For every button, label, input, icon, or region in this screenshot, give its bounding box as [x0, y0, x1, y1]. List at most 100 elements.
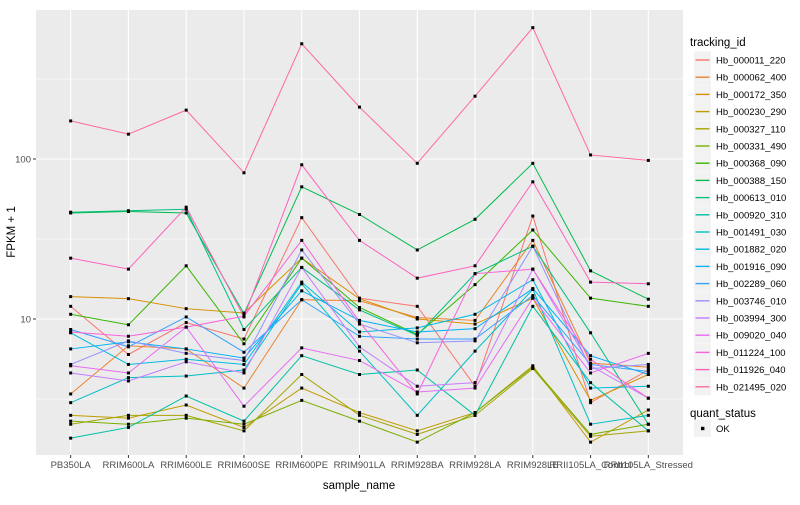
- data-point: [126, 323, 130, 327]
- data-point: [646, 158, 650, 162]
- data-point: [242, 386, 246, 390]
- data-point: [126, 425, 130, 429]
- x-axis-title: sample_name: [323, 480, 395, 492]
- data-point: [242, 371, 246, 375]
- data-point: [473, 411, 477, 415]
- data-point: [184, 413, 188, 417]
- data-point: [126, 267, 130, 271]
- data-point: [126, 362, 130, 366]
- data-point: [415, 248, 419, 252]
- legend-item-label: Hb_009020_040: [716, 331, 786, 342]
- data-point: [473, 384, 477, 388]
- data-point: [126, 345, 130, 349]
- data-point: [242, 425, 246, 429]
- data-point: [589, 296, 593, 300]
- data-point: [184, 351, 188, 355]
- data-point: [589, 153, 593, 157]
- data-point: [415, 432, 419, 436]
- data-point: [646, 351, 650, 355]
- data-point: [300, 238, 304, 242]
- data-point: [473, 318, 477, 322]
- data-point: [126, 334, 130, 338]
- legend-item-label: Hb_000613_010: [716, 193, 786, 204]
- data-point: [531, 296, 535, 300]
- legend-item-label: Hb_001882_020: [716, 245, 786, 256]
- data-point: [473, 339, 477, 343]
- data-point: [300, 256, 304, 260]
- data-point: [646, 422, 650, 426]
- data-point: [473, 381, 477, 385]
- data-point: [646, 396, 650, 400]
- data-point: [184, 205, 188, 209]
- data-point: [358, 308, 361, 312]
- data-point: [358, 345, 361, 349]
- legend-item-label: Hb_000368_090: [716, 159, 786, 170]
- data-point: [646, 282, 650, 286]
- data-point: [300, 216, 304, 220]
- data-point: [531, 238, 535, 242]
- data-point: [242, 404, 246, 408]
- data-point: [126, 209, 130, 213]
- data-point: [358, 297, 361, 301]
- data-point: [415, 326, 419, 330]
- data-point: [589, 381, 593, 385]
- data-point: [358, 334, 361, 338]
- data-point: [300, 185, 304, 189]
- data-point: [358, 349, 361, 353]
- data-point: [69, 312, 73, 316]
- data-point: [184, 416, 188, 420]
- data-point: [300, 282, 304, 286]
- data-point: [589, 386, 593, 390]
- legend-item-label: Hb_001491_030: [716, 228, 786, 239]
- data-point: [358, 322, 361, 326]
- data-point: [69, 256, 73, 260]
- data-point: [300, 289, 304, 293]
- data-point: [589, 357, 593, 361]
- data-point: [69, 327, 73, 331]
- data-point: [473, 327, 477, 331]
- data-point: [358, 413, 361, 417]
- data-point: [415, 368, 419, 372]
- data-point: [242, 419, 246, 423]
- data-point: [184, 374, 188, 378]
- data-point: [358, 105, 361, 109]
- data-point: [69, 392, 73, 396]
- plot-layer: 100 10 PB350LA RRIM600LA RRIM600LE RRIM600SE R…: [15, 10, 786, 471]
- x-tick-label: RRIM928BA: [391, 460, 444, 471]
- data-point: [300, 372, 304, 376]
- data-point: [646, 369, 650, 373]
- data-point: [184, 207, 188, 211]
- data-point: [242, 368, 246, 372]
- data-point: [300, 386, 304, 390]
- data-point: [589, 367, 593, 371]
- data-point: [531, 228, 535, 232]
- data-point: [358, 411, 361, 415]
- legend-item-label: Hb_011224_100: [716, 348, 786, 359]
- data-point: [242, 342, 246, 346]
- data-point: [531, 287, 535, 291]
- data-point: [415, 304, 419, 308]
- data-point: [531, 278, 535, 282]
- legend-item-label: Hb_000327_110: [716, 124, 786, 135]
- data-point: [646, 372, 650, 376]
- data-point: [69, 419, 73, 423]
- data-point: [69, 119, 73, 123]
- data-point: [589, 269, 593, 273]
- data-point: [589, 364, 593, 368]
- data-point: [415, 317, 419, 321]
- data-point: [300, 248, 304, 252]
- data-point: [415, 161, 419, 165]
- data-point: [473, 283, 477, 287]
- legend-item-label: Hb_002289_060: [716, 279, 786, 290]
- data-point: [184, 108, 188, 112]
- data-point: [242, 350, 246, 354]
- data-point: [358, 305, 361, 309]
- data-point: [126, 379, 130, 383]
- legend-item-label: Hb_001916_090: [716, 262, 786, 273]
- data-point: [69, 422, 73, 426]
- legend-item-label: Hb_000388_150: [716, 176, 786, 187]
- data-point: [126, 132, 130, 136]
- data-point: [242, 359, 246, 363]
- data-point: [69, 347, 73, 351]
- data-point: [589, 434, 593, 438]
